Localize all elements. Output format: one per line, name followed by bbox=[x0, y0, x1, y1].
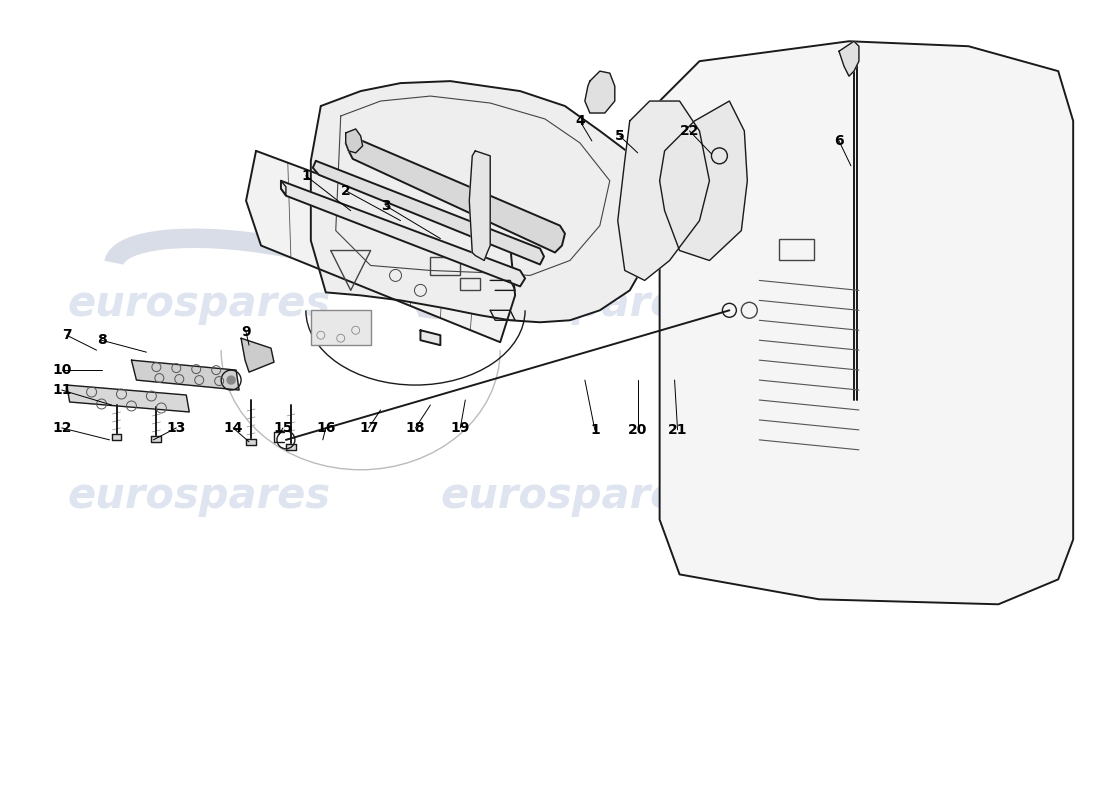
Bar bbox=[311, 310, 371, 345]
Text: 4: 4 bbox=[575, 114, 585, 128]
Bar bbox=[460, 278, 481, 290]
Text: 18: 18 bbox=[406, 421, 426, 435]
Polygon shape bbox=[246, 439, 256, 445]
Text: 9: 9 bbox=[241, 326, 251, 339]
Polygon shape bbox=[585, 71, 615, 113]
Bar bbox=[779, 238, 814, 261]
Polygon shape bbox=[246, 151, 515, 342]
Polygon shape bbox=[470, 151, 491, 261]
Polygon shape bbox=[280, 181, 525, 286]
Polygon shape bbox=[420, 330, 440, 345]
Polygon shape bbox=[345, 129, 363, 153]
Text: 19: 19 bbox=[451, 421, 470, 435]
Text: 3: 3 bbox=[381, 198, 390, 213]
Text: 5: 5 bbox=[615, 129, 625, 143]
Polygon shape bbox=[67, 385, 189, 412]
Polygon shape bbox=[311, 81, 660, 322]
Polygon shape bbox=[618, 101, 710, 281]
Text: eurospares: eurospares bbox=[440, 283, 704, 326]
Text: 21: 21 bbox=[668, 423, 688, 437]
Polygon shape bbox=[660, 101, 747, 261]
Text: eurospares: eurospares bbox=[68, 283, 331, 326]
Text: 15: 15 bbox=[273, 421, 293, 435]
Polygon shape bbox=[345, 136, 565, 253]
Circle shape bbox=[227, 376, 235, 384]
Polygon shape bbox=[839, 42, 859, 76]
Polygon shape bbox=[132, 360, 239, 390]
Polygon shape bbox=[286, 444, 296, 450]
Text: 20: 20 bbox=[628, 423, 648, 437]
Polygon shape bbox=[312, 161, 544, 265]
Text: 11: 11 bbox=[52, 383, 72, 397]
Text: 2: 2 bbox=[341, 184, 351, 198]
Text: 17: 17 bbox=[359, 421, 378, 435]
Text: 22: 22 bbox=[680, 124, 700, 138]
Text: 13: 13 bbox=[166, 421, 186, 435]
Polygon shape bbox=[152, 436, 162, 442]
Text: 7: 7 bbox=[62, 328, 72, 342]
Text: eurospares: eurospares bbox=[68, 474, 331, 517]
Text: 1: 1 bbox=[301, 169, 310, 182]
Text: 1: 1 bbox=[590, 423, 600, 437]
Polygon shape bbox=[111, 434, 121, 440]
Text: 8: 8 bbox=[97, 334, 107, 347]
Polygon shape bbox=[660, 42, 1074, 604]
Text: 14: 14 bbox=[223, 421, 243, 435]
Text: 10: 10 bbox=[52, 363, 72, 377]
Text: 6: 6 bbox=[834, 134, 844, 148]
Polygon shape bbox=[241, 338, 274, 372]
Text: 12: 12 bbox=[52, 421, 72, 435]
Text: eurospares: eurospares bbox=[440, 474, 704, 517]
Bar bbox=[430, 258, 460, 275]
Text: 16: 16 bbox=[316, 421, 336, 435]
